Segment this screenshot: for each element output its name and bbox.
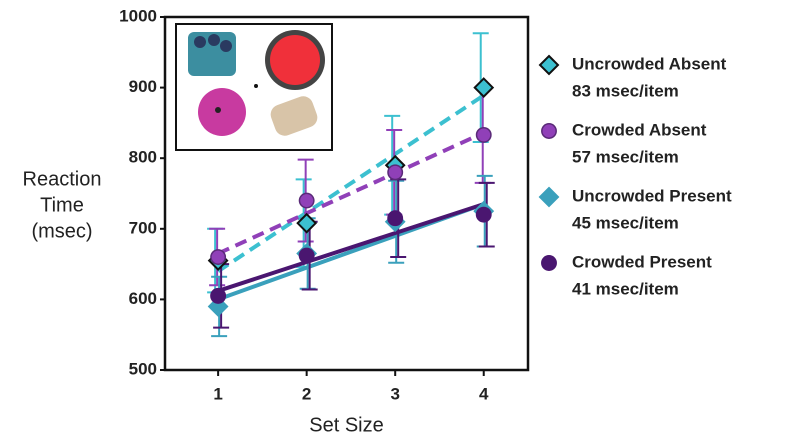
legend-note: 83 msec/item <box>572 81 679 100</box>
legend-label: Uncrowded Present <box>572 186 732 205</box>
legend-note: 57 msec/item <box>572 147 679 166</box>
legend-marker <box>538 54 560 76</box>
plot-frame <box>163 15 530 372</box>
data-point <box>475 206 492 223</box>
y-tick-label: 500 <box>129 359 157 378</box>
data-point <box>296 212 318 234</box>
y-axis-label: Time <box>40 194 84 216</box>
data-point <box>210 249 227 265</box>
data-point <box>387 210 404 227</box>
legend-label: Uncrowded Absent <box>572 54 727 73</box>
legend-note: 45 msec/item <box>572 213 679 232</box>
y-axis-label: (msec) <box>31 220 92 242</box>
y-tick-label: 600 <box>129 289 157 308</box>
legend-marker <box>541 123 557 139</box>
x-tick-label: 1 <box>213 384 222 403</box>
fit-line <box>217 202 485 293</box>
x-tick-label: 2 <box>302 384 311 403</box>
legend-label: Crowded Present <box>572 252 712 271</box>
legend-marker <box>541 255 557 271</box>
inset-image <box>175 23 333 151</box>
data-point <box>210 287 227 304</box>
x-axis-label: Set Size <box>309 414 383 436</box>
y-tick-label: 800 <box>129 148 157 167</box>
data-point <box>298 192 315 209</box>
data-point <box>298 247 315 264</box>
data-point <box>473 77 495 99</box>
y-axis-label: Reaction <box>23 168 102 190</box>
data-point <box>475 126 492 143</box>
x-tick-label: 3 <box>390 384 399 403</box>
y-tick-label: 900 <box>129 77 157 96</box>
y-tick-label: 1000 <box>119 6 157 25</box>
x-tick-label: 4 <box>479 384 489 403</box>
legend-note: 41 msec/item <box>572 279 679 298</box>
fit-line <box>217 130 485 256</box>
fit-line <box>217 93 485 273</box>
legend-marker <box>538 186 560 208</box>
y-tick-label: 700 <box>129 218 157 237</box>
legend-label: Crowded Absent <box>572 120 707 139</box>
data-point <box>387 164 404 181</box>
